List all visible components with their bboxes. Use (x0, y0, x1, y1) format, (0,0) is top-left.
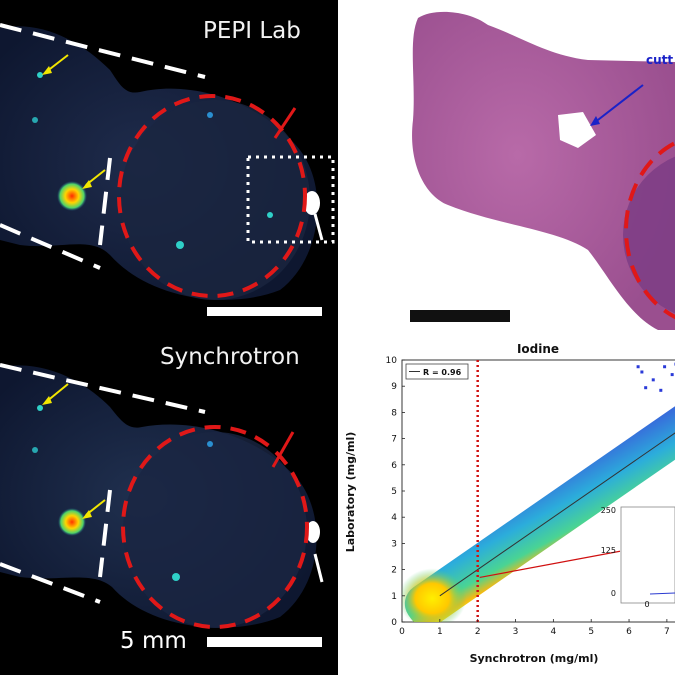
zoom-box (246, 155, 335, 244)
y-tick-label: 7 (391, 435, 397, 445)
data-point (659, 388, 663, 392)
y-axis-label: Laboratory (mg/ml) (344, 432, 357, 553)
y-tick-label: 4 (391, 513, 397, 523)
yellow-arrow-head (42, 66, 52, 75)
x-tick-label: 3 (513, 627, 519, 637)
synchrotron-image-panel: Synchrotron 5 mm (0, 332, 338, 675)
dashed-guide-line (98, 489, 112, 578)
data-point (651, 378, 655, 382)
iodine-plot-panel: Iodine 0 1 2 3 4 5 6 7 0 1 2 3 4 5 6 7 8 9 10 Synchrotron … (338, 332, 675, 675)
histology-image: cutt (412, 11, 675, 330)
yellow-arrow-head (42, 396, 52, 405)
x-tick-label: 2 (475, 627, 481, 637)
white-arrow (313, 553, 324, 583)
panel-title-synchrotron: Synchrotron (160, 344, 300, 370)
iodine-density-chart: Iodine 0 1 2 3 4 5 6 7 0 1 2 3 4 5 6 7 8 9 10 Synchrotron … (344, 342, 675, 665)
synchrotron-tissue-image (0, 363, 324, 629)
data-point (663, 365, 667, 369)
data-point (640, 370, 644, 374)
inset-y-tick: 250 (601, 506, 616, 515)
marker-arrow (479, 550, 621, 579)
yellow-arrow-head (82, 180, 92, 189)
x-axis-label: Synchrotron (mg/ml) (470, 652, 599, 665)
y-tick-label: 10 (386, 356, 398, 366)
scale-bar (410, 310, 510, 322)
scale-label: 5 mm (120, 628, 187, 654)
red-arrow (273, 107, 297, 139)
yellow-arrow-head (82, 510, 92, 519)
y-tick-label: 3 (391, 539, 397, 549)
uptake-spot (172, 573, 180, 581)
tumor-outline (117, 94, 307, 298)
x-tick-label: 5 (588, 627, 594, 637)
dashed-guide-line (0, 223, 101, 270)
y-tick-label: 1 (391, 592, 397, 602)
y-tick-label: 5 (391, 487, 397, 497)
tumor-region (120, 100, 310, 300)
y-tick-label: 8 (391, 408, 397, 418)
data-point (636, 365, 640, 369)
cut-annotation: cutt (646, 53, 673, 67)
inset-y-tick: 0 (611, 589, 616, 598)
chart-title: Iodine (517, 342, 559, 356)
uptake-spot (207, 441, 213, 447)
x-tick-label: 0 (399, 627, 405, 637)
x-tick-label: 4 (550, 627, 556, 637)
inset-histogram (620, 506, 675, 604)
histology-panel: cutt (338, 0, 675, 332)
red-arrow (271, 431, 295, 468)
x-tick-label: 1 (437, 627, 443, 637)
tumor-region (123, 432, 307, 628)
y-tick-label: 6 (391, 461, 397, 471)
uptake-spot (37, 405, 43, 411)
scale-bar (207, 307, 322, 316)
iodine-hotspot (58, 508, 86, 536)
lab-image-panel: PEPI Lab (0, 0, 338, 332)
uptake-spot (37, 72, 43, 78)
blue-arrow (593, 84, 644, 124)
uptake-spot (207, 112, 213, 118)
fit-line (439, 432, 675, 597)
legend-box (405, 363, 469, 380)
dashed-guide-line (0, 23, 206, 79)
uptake-spot (32, 117, 38, 123)
iodine-hotspot (57, 181, 87, 211)
inset-x-tick: 0 (644, 600, 649, 609)
blue-arrow-head (590, 116, 600, 126)
dashed-guide-line (98, 157, 112, 246)
scale-bar (207, 637, 322, 647)
x-tick-label: 7 (664, 627, 670, 637)
y-tick-label: 9 (391, 382, 397, 392)
white-arrow (313, 213, 324, 241)
bright-marker (304, 191, 320, 215)
legend-label: R = 0.96 (423, 368, 462, 377)
data-point (670, 373, 674, 377)
inset-y-tick: 125 (601, 546, 616, 555)
uptake-spot (176, 241, 184, 249)
data-point (644, 386, 648, 390)
dashed-guide-line (0, 562, 101, 604)
stained-tissue (412, 11, 675, 330)
uptake-spot (32, 447, 38, 453)
bright-marker (306, 521, 320, 543)
dashed-guide-line (0, 363, 206, 414)
uptake-spot (267, 212, 273, 218)
inset-trace (649, 592, 675, 595)
cut-region (558, 112, 596, 148)
lab-tissue-image (0, 23, 335, 300)
y-tick-label: 2 (391, 566, 397, 576)
y-tick-label: 0 (391, 618, 397, 628)
density-core (402, 568, 467, 622)
x-tick-label: 6 (626, 627, 632, 637)
panel-title-lab: PEPI Lab (203, 18, 301, 44)
tumor-outline (121, 425, 309, 629)
